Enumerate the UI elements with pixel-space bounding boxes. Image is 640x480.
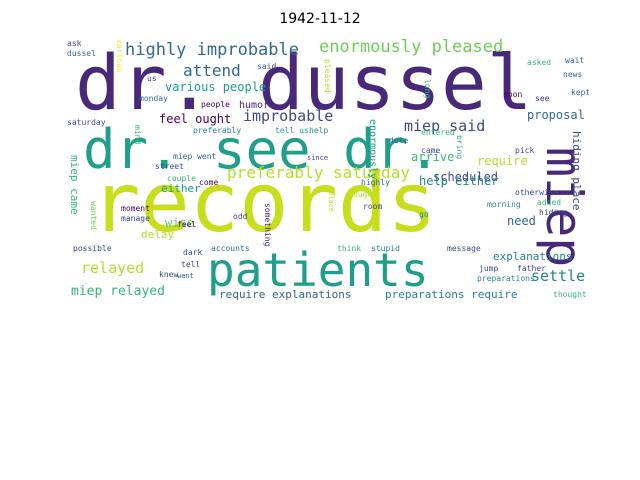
word-come: come: [199, 178, 219, 187]
word-enormously-pleased: enormously pleased: [319, 39, 504, 57]
word-humor: humor: [239, 100, 270, 111]
word-see: see: [535, 94, 550, 103]
word-various: various: [115, 39, 124, 73]
word-pleased: pleased: [323, 59, 332, 93]
word-miep-went: miep went: [173, 152, 217, 161]
word-cloud: dr. dussel dr. see dr. records patients …: [67, 39, 589, 303]
word-miep-came: miep came: [68, 155, 81, 215]
word-go: go: [419, 210, 429, 219]
word-people: people: [201, 100, 230, 109]
word-preparations-require: preparations require: [385, 288, 518, 301]
word-wanted: wanted: [89, 201, 98, 230]
word-think: think: [337, 244, 362, 253]
word-jump: jump: [479, 264, 499, 273]
word-ask: ask: [67, 39, 82, 48]
word-came: came: [421, 146, 441, 155]
word-dr-see-dr: dr. see dr.: [83, 118, 441, 181]
word-various-people: various people: [165, 80, 267, 94]
word-thought: thought: [553, 290, 587, 299]
word-proposal: proposal: [527, 108, 585, 122]
word-need: need: [507, 214, 536, 228]
word-room: room: [363, 202, 383, 211]
word-morning: morning: [487, 200, 521, 209]
word-help-either: help either: [419, 174, 499, 188]
word-possible: possible: [73, 244, 112, 253]
word-since: since: [307, 154, 329, 162]
word-odd: odd: [233, 212, 248, 221]
word-enormously: enormously: [367, 119, 378, 180]
word-hiding-place: hiding place: [570, 131, 583, 211]
word-wait: wait: [565, 56, 585, 65]
word-delay: delay: [141, 228, 175, 241]
word-knew: knew: [159, 270, 179, 279]
word-require-explanations: require explanations: [219, 288, 352, 301]
word-require: require: [477, 154, 528, 168]
word-dussel: dussel: [67, 49, 96, 58]
word-street: street: [155, 162, 184, 171]
word-improbable: improbable: [243, 107, 334, 125]
word-highly: highly: [361, 178, 390, 187]
word-saturday: saturday: [67, 118, 106, 127]
word-went: went: [177, 272, 194, 280]
word-dr-dussel: dr. dussel: [75, 39, 533, 127]
word-us: us: [147, 74, 157, 83]
word-news: news: [563, 70, 583, 79]
word-moment: moment: [121, 204, 150, 213]
word-bring: bring: [455, 135, 464, 160]
word-tell: tell: [181, 260, 201, 269]
word-mind: mind: [133, 125, 142, 145]
word-pick: pick: [515, 146, 535, 155]
word-help: help: [309, 126, 329, 135]
word-message: message: [447, 244, 481, 253]
word-relayed: relayed: [81, 259, 145, 277]
word-scheduled: scheduled: [433, 170, 499, 184]
word-preferably-saturday: preferably saturday: [227, 163, 411, 182]
word-miep: miep: [535, 147, 589, 268]
word-soon: soon: [503, 90, 523, 99]
word-place: place: [327, 191, 335, 213]
word-either: either: [161, 182, 201, 195]
word-monday: monday: [139, 94, 168, 103]
word-settle: settle: [531, 267, 586, 285]
word-feel-ought: feel ought: [159, 112, 232, 126]
word-highly-improbable: highly improbable: [125, 40, 299, 60]
word-kept: kept: [571, 88, 589, 97]
word-date: date: [389, 136, 409, 145]
word-explanations: explanations: [493, 250, 573, 263]
word-accounts: accounts: [211, 244, 250, 253]
word-long: long: [423, 79, 432, 99]
word-wise: wise: [165, 216, 194, 230]
word-otherwise: otherwise: [515, 188, 559, 197]
word-arrive: arrive: [411, 150, 455, 164]
word-attend: attend: [183, 61, 241, 80]
word-asked: asked: [527, 58, 552, 67]
word-ought: ought: [353, 190, 378, 199]
word-something: something: [263, 203, 272, 247]
word-records: records: [91, 156, 437, 251]
word-feel: feel: [177, 220, 197, 229]
word-stupid: stupid: [371, 244, 400, 253]
word-dark: dark: [183, 248, 203, 257]
word-father: father: [517, 264, 546, 273]
word-hiding: hiding: [539, 208, 568, 217]
word-added: added: [537, 198, 562, 207]
word-said: said: [257, 62, 277, 71]
word-entered: entered: [421, 128, 455, 137]
word-couple: couple: [167, 174, 196, 183]
word-miep-relayed: miep relayed: [71, 284, 165, 299]
word-preferably: preferably: [193, 126, 242, 135]
word-miep-said: miep said: [404, 117, 486, 135]
page-title: 1942-11-12: [279, 11, 361, 27]
word-patients: patients: [207, 243, 429, 297]
word-preparations: preparations: [477, 274, 535, 283]
word-manage: manage: [121, 214, 150, 223]
word-tell-us: tell us: [275, 126, 309, 135]
